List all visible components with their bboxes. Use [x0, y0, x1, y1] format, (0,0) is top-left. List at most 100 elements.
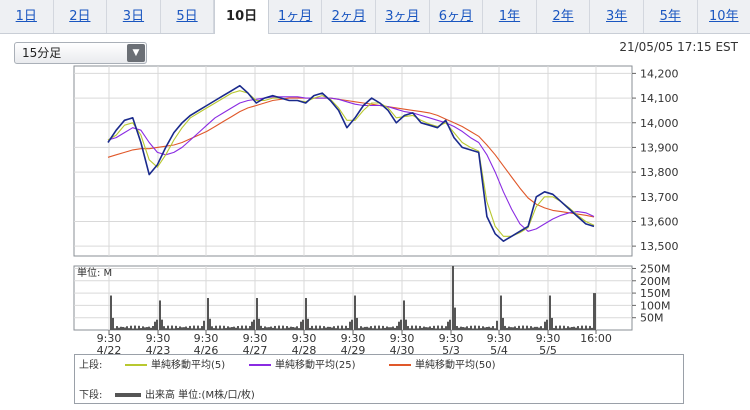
legend-box: 上段: 単純移動平均(5) 単純移動平均(25) 単純移動平均(50) 下段: …: [74, 354, 684, 404]
x-tick-label-date: 4/27: [243, 344, 268, 357]
volume-bar: [510, 327, 512, 330]
volume-bar: [429, 326, 431, 330]
tab-2[interactable]: 3日: [107, 0, 161, 33]
volume-bar: [403, 300, 405, 330]
volume-bar: [343, 328, 345, 330]
volume-bar: [156, 319, 158, 330]
price-tick-label: 14,100: [640, 92, 679, 105]
volume-bar: [567, 326, 569, 330]
x-tick-label-date: 4/22: [97, 344, 122, 357]
volume-bar: [274, 325, 276, 330]
volume-bar: [398, 321, 400, 330]
legend-swatch-volume: [115, 393, 141, 397]
volume-bar: [542, 328, 544, 330]
tab-11[interactable]: 3年: [590, 0, 644, 33]
ma50-line: [107, 97, 595, 218]
price-tick-label: 13,900: [640, 141, 679, 154]
volume-bar: [380, 328, 382, 330]
volume-bar: [589, 325, 591, 330]
price-tick-label: 13,800: [640, 166, 679, 179]
volume-bar: [235, 327, 237, 330]
volume-tick-label: 150M: [640, 287, 671, 300]
volume-bar: [161, 319, 163, 330]
tab-7[interactable]: 3ヶ月: [376, 0, 430, 33]
volume-bar: [585, 325, 587, 330]
volume-tick-label: 200M: [640, 275, 671, 288]
volume-bar: [331, 327, 333, 330]
tab-9[interactable]: 1年: [483, 0, 537, 33]
x-tick-label: 9:30: [243, 332, 268, 345]
volume-bar: [544, 321, 546, 330]
x-tick-label-date: 5/4: [490, 344, 508, 357]
tab-3[interactable]: 5日: [161, 0, 215, 33]
volume-bar: [130, 325, 132, 330]
volume-bar: [423, 326, 425, 330]
volume-bar: [268, 327, 270, 330]
volume-bar: [581, 325, 583, 330]
legend-swatch-ma5: [125, 364, 147, 366]
volume-bar: [583, 328, 585, 330]
volume-bar: [136, 328, 138, 330]
volume-bar: [551, 317, 553, 330]
x-tick-label-date: 5/5: [539, 344, 557, 357]
tab-10[interactable]: 2年: [537, 0, 591, 33]
volume-bar: [370, 326, 372, 330]
volume-bar: [445, 326, 447, 330]
x-tick-label-date: 4/26: [194, 344, 219, 357]
volume-bar: [167, 325, 169, 330]
price-tick-label: 14,200: [640, 67, 679, 80]
volume-bar: [264, 326, 266, 330]
volume-bar: [530, 326, 532, 330]
tab-12[interactable]: 5年: [644, 0, 698, 33]
volume-bar: [573, 326, 575, 330]
period-tabs: 1日 2日 3日 5日 10日 1ヶ月 2ヶ月 3ヶ月 6ヶ月 1年 2年 3年 5年 10年: [0, 0, 750, 34]
volume-bar: [571, 326, 573, 330]
volume-bar: [249, 325, 251, 330]
price-tick-label: 13,600: [640, 215, 679, 228]
volume-bar: [140, 328, 142, 330]
interval-select[interactable]: 15分足 ▼: [14, 42, 147, 64]
volume-bar: [520, 328, 522, 330]
volume-bar: [484, 327, 486, 330]
timestamp: 21/05/05 17:15 EST: [619, 40, 738, 54]
volume-bar: [256, 298, 258, 330]
volume-bar: [413, 328, 415, 330]
price-line: [107, 84, 595, 242]
tab-6[interactable]: 2ヶ月: [322, 0, 377, 33]
volume-bar: [126, 326, 128, 330]
volume-bar: [579, 328, 581, 330]
volume-bar: [575, 327, 577, 330]
volume-tick-label: 100M: [640, 299, 671, 312]
legend-label-ma25: 単純移動平均(25): [275, 360, 356, 371]
tab-8[interactable]: 6ヶ月: [430, 0, 484, 33]
volume-bar: [405, 319, 407, 330]
volume-bar: [296, 326, 298, 330]
volume-bar: [272, 327, 274, 330]
volume-bar: [360, 326, 362, 330]
volume-bar: [187, 327, 189, 330]
tab-1[interactable]: 2日: [54, 0, 108, 33]
volume-bar: [175, 325, 177, 330]
x-tick-label: 9:30: [487, 332, 512, 345]
volume-bar: [532, 327, 534, 330]
volume-bar: [409, 328, 411, 330]
volume-bar: [154, 321, 156, 330]
volume-bar: [407, 326, 409, 330]
volume-bar: [419, 325, 421, 330]
tab-4[interactable]: 10日: [214, 0, 269, 34]
tab-5[interactable]: 1ヶ月: [269, 0, 323, 33]
legend-item-volume: 出来高 単位:(M株/口/枚): [115, 386, 255, 401]
volume-bar: [327, 326, 329, 330]
volume-bar: [553, 328, 555, 330]
volume-bar: [386, 326, 388, 330]
volume-bar: [516, 327, 518, 330]
tab-0[interactable]: 1日: [0, 0, 54, 33]
volume-bar: [124, 327, 126, 330]
volume-bar: [112, 317, 114, 330]
volume-bar: [298, 328, 300, 330]
volume-bar: [146, 327, 148, 330]
volume-bar: [555, 325, 557, 330]
volume-bar: [496, 320, 498, 330]
tab-13[interactable]: 10年: [709, 9, 739, 24]
volume-bar: [169, 328, 171, 330]
